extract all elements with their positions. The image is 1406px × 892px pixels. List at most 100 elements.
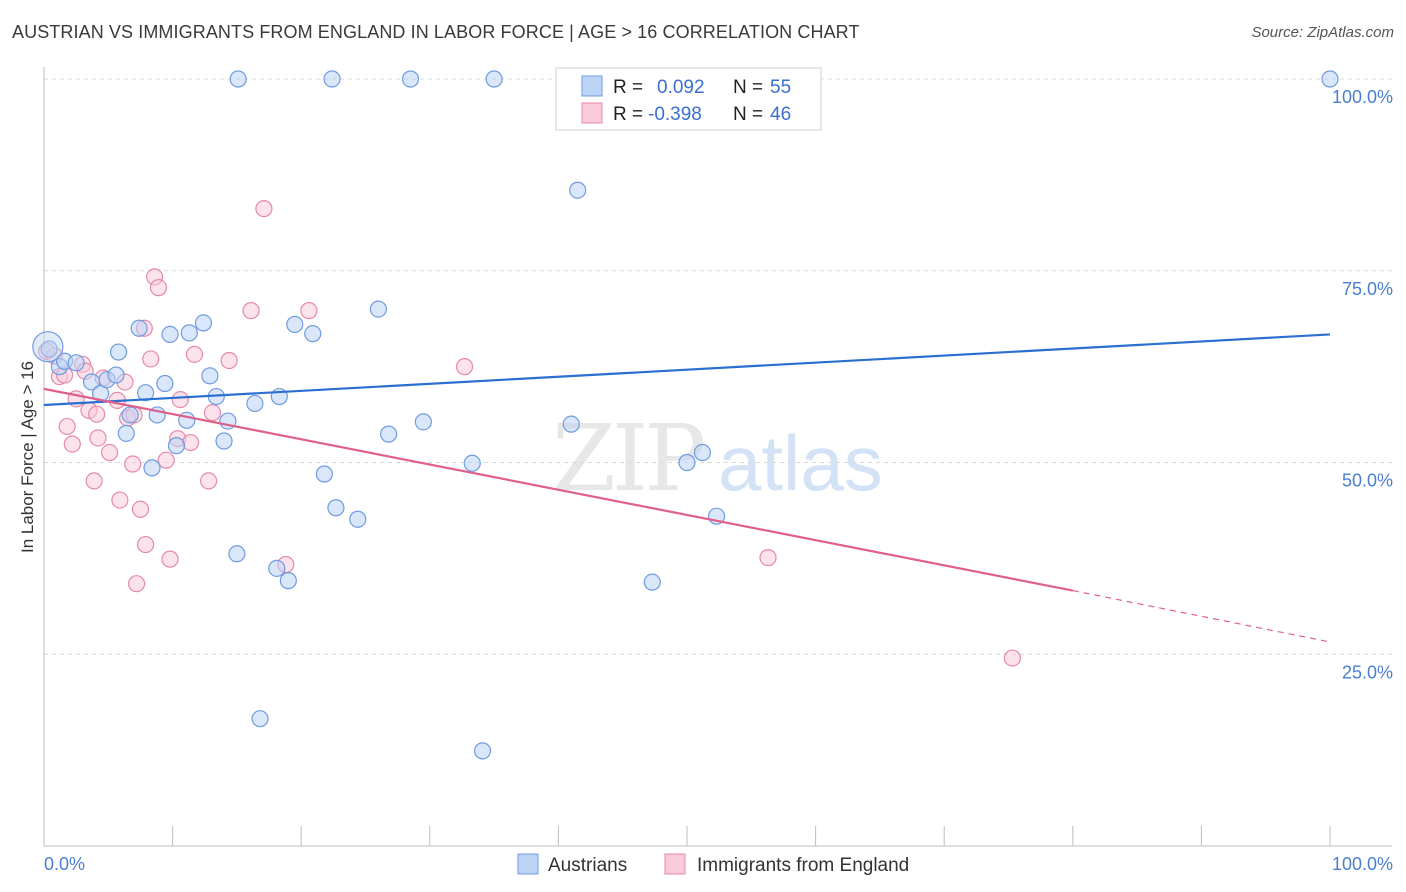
austrians-point [643,573,661,591]
austrians-point [562,415,580,433]
austrians-point [1321,70,1339,88]
bottom-legend-swatch-austrians [517,853,539,875]
bottom-legend-label-england: Immigrants from England [697,855,909,876]
england-point [88,405,106,423]
austrians-point [463,454,481,472]
austrians-point [369,300,387,318]
austrians-point [229,70,247,88]
austrians-point [414,413,432,431]
england-point [136,535,155,554]
legend-n-value-england: 46 [770,104,791,125]
england-point [220,351,238,370]
england-point [124,455,142,473]
england-point [182,433,200,452]
austrians-point [268,559,286,577]
legend-n-label-austrians: N = [733,77,763,98]
england-point [203,404,222,422]
legend-n-value-austrians: 55 [770,77,791,98]
england-point [255,200,273,218]
austrians-point [117,424,135,442]
austrians-point [246,394,264,413]
austrians-point [40,340,58,358]
england-point [157,451,175,469]
legend-r-value-austrians: 0.092 [657,77,705,98]
england-point [111,491,129,509]
austrians-point [143,459,161,477]
england-point [58,417,76,436]
england-point [300,302,318,320]
austrians-cluster-point [32,331,64,363]
england-point [200,472,218,490]
england-point [100,443,119,462]
y-tick-label-50: 50.0% [1342,471,1393,491]
england-point [161,550,179,568]
austrians-point [279,572,297,590]
england-point [63,435,81,453]
england-point [85,472,103,490]
austrians-point [485,70,503,88]
austrians-point [251,710,269,728]
trendline-england-extension [1072,590,1331,643]
bottom-legend-swatch-england [664,853,686,875]
trendline-austrians [43,333,1331,407]
chart-title: AUSTRIAN VS IMMIGRANTS FROM ENGLAND IN L… [12,22,860,42]
legend-n-label-england: N = [733,104,763,125]
austrians-point [136,384,155,402]
legend-r-label-austrians: R = [613,77,643,98]
austrians-point [473,742,492,760]
austrians-point [401,70,420,88]
legend-r-label-england: R = [613,104,643,125]
austrians-point [678,453,696,472]
austrians-point [201,367,219,385]
austrians-point [194,314,213,332]
austrians-point [121,406,139,424]
austrians-point [323,70,341,88]
austrians-point [167,437,186,455]
england-point [455,358,474,376]
gridlines [44,78,1392,655]
y-tick-label-75: 75.0% [1342,279,1393,299]
austrians-point [156,374,174,393]
trendline-england [43,387,1074,592]
austrians-point [349,510,367,528]
austrians-point [315,465,333,483]
england-point [759,549,777,567]
england-point [171,391,189,409]
england-point [142,350,160,368]
bottom-legend: Austrians Immigrants from England [517,853,909,876]
england-point [185,345,204,363]
austrians-point [215,432,233,450]
austrians-point [109,343,128,361]
austrians-point [380,425,398,443]
legend-swatch-austrians [581,75,603,97]
austrians-point [286,315,304,334]
legend-r-value-england: -0.398 [648,104,702,125]
legend-swatch-england [581,102,603,124]
england-point [127,575,146,593]
austrians-point [67,354,85,372]
austrians-point [304,325,322,343]
austrians-point [180,324,198,342]
y-tick-label-25: 25.0% [1342,662,1393,682]
x-tick-label-max: 100.0% [1332,854,1393,874]
correlation-legend: R = 0.092 N = 55 R = -0.398 N = 46 [555,67,822,131]
england-point [242,302,260,320]
austrians-point [161,325,179,344]
austrians-point [130,319,148,337]
trend-lines [43,333,1331,643]
austrians-point [327,499,345,517]
england-point [131,500,150,518]
austrians-point [107,366,125,384]
y-axis-label: In Labor Force | Age > 16 [18,361,37,553]
austrians-point [228,545,246,563]
y-axis-tick-labels: 100.0% 75.0% 50.0% 25.0% [1332,87,1393,682]
austrians-point [693,443,712,462]
bottom-legend-label-austrians: Austrians [548,855,627,876]
source-credit: Source: ZipAtlas.com [1251,24,1394,41]
austrians-point [569,181,587,199]
england-point [149,279,168,297]
x-axis-ticks [172,826,1331,846]
x-tick-label-min: 0.0% [44,854,85,874]
y-tick-label-100: 100.0% [1332,87,1393,107]
